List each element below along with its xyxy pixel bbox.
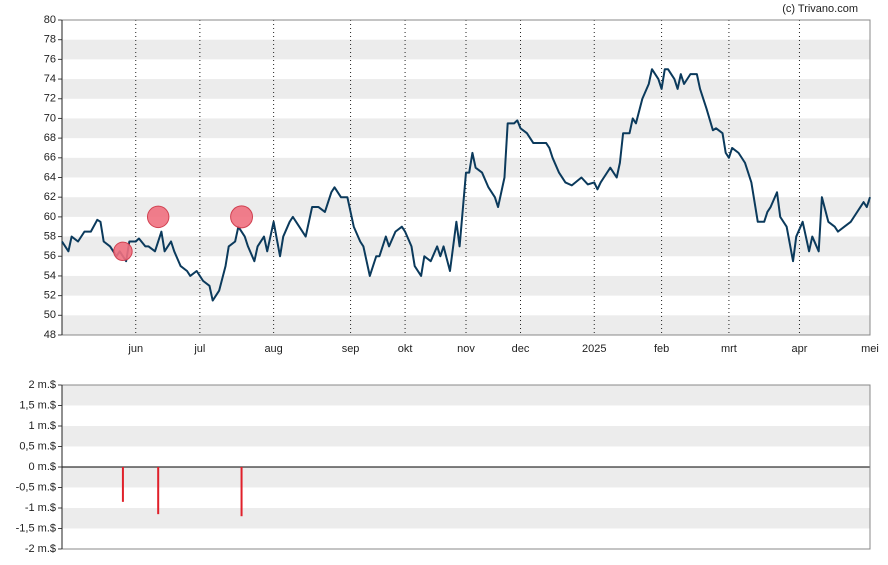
bar [157, 467, 160, 515]
x-tick-label: feb [654, 343, 669, 355]
grid-band [62, 39, 870, 60]
y-tick-label: 64 [44, 171, 56, 183]
y-tick-label: 1 m.$ [28, 420, 56, 432]
trade-marker [230, 205, 254, 229]
bar [240, 467, 243, 517]
grid-band [62, 197, 870, 217]
y-tick-label: 0 m.$ [28, 461, 56, 473]
grid-band [62, 157, 870, 178]
grid-band [62, 467, 870, 488]
x-tick-label: sep [342, 343, 360, 355]
grid-band [62, 275, 870, 296]
y-tick-label: 62 [44, 191, 56, 203]
y-tick-label: 2 m.$ [28, 379, 56, 391]
y-tick-label: 58 [44, 230, 56, 242]
y-tick-label: 48 [44, 329, 56, 341]
x-tick-label: apr [792, 343, 808, 355]
trade-marker [146, 205, 170, 229]
y-tick-label: -1,5 m.$ [16, 522, 56, 534]
x-tick-label: jun [127, 343, 143, 355]
y-tick-label: 66 [44, 152, 56, 164]
y-tick-label: 76 [44, 53, 56, 65]
y-tick-label: 80 [44, 14, 56, 26]
x-tick-label: mrt [721, 343, 737, 355]
x-tick-label: jul [193, 343, 205, 355]
x-tick-label: dec [512, 343, 530, 355]
y-tick-label: 50 [44, 309, 56, 321]
grid-band [62, 508, 870, 529]
y-tick-label: 68 [44, 132, 56, 144]
y-tick-label: 70 [44, 112, 56, 124]
y-tick-label: -2 m.$ [25, 543, 56, 555]
grid-band [62, 236, 870, 257]
price-line [61, 68, 871, 302]
grid-band [62, 426, 870, 447]
x-tick-label: aug [264, 343, 282, 355]
y-tick-label: -1 m.$ [25, 502, 56, 514]
y-tick-label: 60 [44, 211, 56, 223]
x-tick-label: mei [861, 343, 879, 355]
y-tick-label: -0,5 m.$ [16, 481, 56, 493]
y-tick-label: 72 [44, 93, 56, 105]
bar [121, 467, 124, 502]
grid-band [62, 315, 870, 335]
y-tick-label: 74 [44, 73, 56, 85]
y-tick-label: 78 [44, 34, 56, 46]
x-tick-label: 2025 [582, 343, 606, 355]
y-tick-label: 0,5 m.$ [19, 440, 56, 452]
y-tick-label: 56 [44, 250, 56, 262]
y-tick-label: 1,5 m.$ [19, 399, 56, 411]
grid-band [62, 385, 870, 406]
y-tick-label: 52 [44, 290, 56, 302]
credit: (c) Trivano.com [782, 3, 858, 15]
x-tick-label: okt [398, 343, 413, 355]
y-tick-label: 54 [44, 270, 56, 282]
trade-marker [113, 241, 133, 262]
x-tick-label: nov [457, 343, 475, 355]
